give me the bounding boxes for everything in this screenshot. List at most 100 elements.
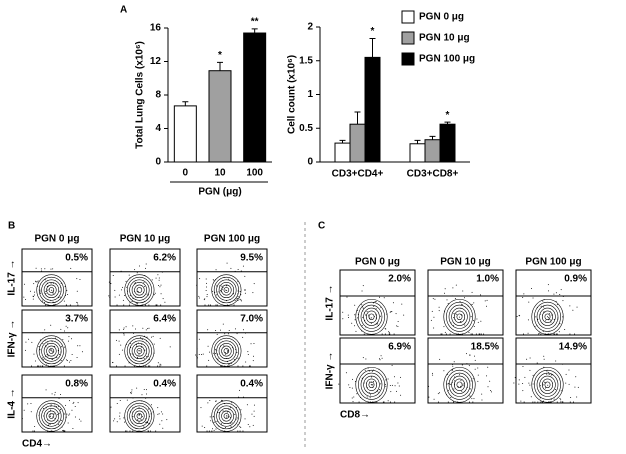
event <box>74 405 76 407</box>
event <box>119 412 121 414</box>
event <box>460 385 462 387</box>
event <box>470 333 472 335</box>
event <box>211 430 213 432</box>
event <box>361 304 363 306</box>
event <box>123 333 125 335</box>
event <box>67 340 69 342</box>
event <box>543 355 545 357</box>
event <box>39 365 41 367</box>
percent-label: 18.5% <box>471 342 499 353</box>
event <box>51 350 53 352</box>
event <box>428 396 430 398</box>
event <box>147 430 149 432</box>
event <box>41 357 43 359</box>
event <box>123 327 125 329</box>
event <box>560 399 562 401</box>
event <box>219 329 221 331</box>
event <box>473 326 475 328</box>
event <box>478 333 480 335</box>
event <box>452 287 454 289</box>
event <box>31 341 33 343</box>
row-label: IL-4 → <box>7 388 18 419</box>
event <box>164 301 166 303</box>
event <box>126 399 128 401</box>
event <box>73 401 75 403</box>
event <box>373 381 375 383</box>
event <box>36 281 38 283</box>
event <box>247 354 249 356</box>
event <box>234 270 236 272</box>
y-tick-label: 16 <box>150 23 162 34</box>
event <box>518 383 520 385</box>
event <box>370 322 372 324</box>
event <box>138 354 140 356</box>
event <box>38 365 40 367</box>
event <box>543 306 545 308</box>
event <box>234 328 236 330</box>
event <box>60 360 62 362</box>
event <box>225 289 227 291</box>
percent-label: 6.9% <box>388 342 411 353</box>
event <box>24 349 26 351</box>
x-tick-label: CD3+CD8+ <box>407 169 459 180</box>
event <box>69 304 71 306</box>
contour <box>539 307 556 326</box>
contour <box>448 304 471 329</box>
event <box>70 267 72 269</box>
event <box>381 333 383 335</box>
event <box>553 398 555 400</box>
event <box>440 333 442 335</box>
contour <box>534 301 561 332</box>
event <box>23 283 25 285</box>
contour <box>534 369 561 400</box>
event <box>196 348 198 350</box>
event <box>207 402 209 404</box>
contour <box>531 366 564 403</box>
event <box>212 428 214 430</box>
event <box>236 417 238 419</box>
event <box>365 358 367 360</box>
event <box>252 360 254 362</box>
event <box>366 396 368 398</box>
event <box>388 331 390 333</box>
event <box>237 430 239 432</box>
event <box>140 418 142 420</box>
event <box>223 344 225 346</box>
contour <box>213 337 239 365</box>
legend-label: PGN 10 μg <box>419 33 470 44</box>
y-tick-label: 0 <box>155 157 161 168</box>
error-bar <box>414 139 421 144</box>
event <box>485 305 487 307</box>
event <box>372 384 374 386</box>
event <box>221 285 223 287</box>
event <box>371 370 373 372</box>
event <box>206 365 208 367</box>
event <box>162 413 164 415</box>
event <box>529 384 531 386</box>
event <box>125 326 127 328</box>
plot-frame <box>196 374 268 433</box>
event <box>49 424 51 426</box>
event <box>21 418 23 420</box>
event <box>480 333 482 335</box>
event <box>234 413 236 415</box>
event <box>58 353 60 355</box>
event <box>550 374 552 376</box>
contour <box>46 410 57 422</box>
event <box>217 353 219 355</box>
event <box>33 283 35 285</box>
row-label: IFN-γ → <box>7 320 18 358</box>
event <box>136 387 138 389</box>
event <box>569 401 571 403</box>
event <box>114 296 116 298</box>
event <box>437 393 439 395</box>
event <box>65 325 67 327</box>
event <box>447 401 449 403</box>
event <box>77 302 79 304</box>
event <box>157 365 159 367</box>
event <box>253 415 255 417</box>
row-label: IFN-γ → <box>325 352 336 390</box>
event <box>481 393 483 395</box>
event <box>369 317 371 319</box>
event <box>132 353 134 355</box>
